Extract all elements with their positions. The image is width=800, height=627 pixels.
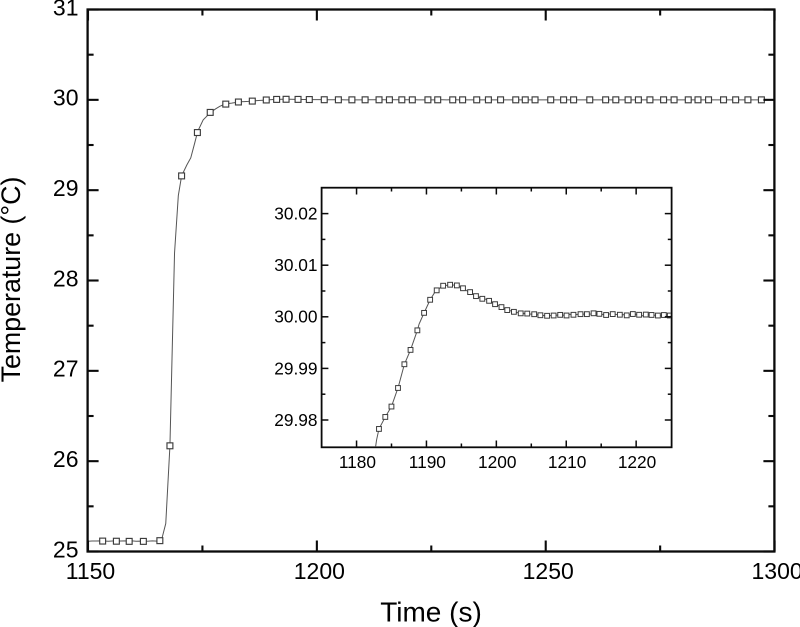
svg-text:1210: 1210: [548, 452, 586, 472]
svg-text:1200: 1200: [478, 452, 516, 472]
svg-text:29: 29: [53, 175, 79, 201]
svg-text:1250: 1250: [523, 558, 574, 584]
svg-text:30: 30: [53, 85, 79, 111]
svg-text:29.98: 29.98: [274, 410, 317, 430]
svg-text:25: 25: [53, 536, 79, 562]
svg-text:30.01: 30.01: [274, 255, 317, 275]
svg-text:26: 26: [53, 446, 79, 472]
svg-text:28: 28: [53, 265, 79, 291]
svg-text:Time (s): Time (s): [380, 597, 482, 627]
svg-text:30.00: 30.00: [274, 307, 317, 327]
svg-text:27: 27: [53, 356, 79, 382]
svg-text:1300: 1300: [751, 558, 800, 584]
svg-text:1190: 1190: [409, 452, 446, 472]
svg-text:1200: 1200: [294, 558, 345, 584]
svg-text:Temperature (°C): Temperature (°C): [0, 177, 26, 383]
svg-text:1220: 1220: [618, 452, 656, 472]
svg-text:1180: 1180: [339, 452, 376, 472]
svg-text:1150: 1150: [66, 558, 115, 584]
svg-text:30.02: 30.02: [274, 204, 317, 224]
svg-text:29.99: 29.99: [274, 358, 317, 378]
svg-text:31: 31: [53, 0, 79, 20]
